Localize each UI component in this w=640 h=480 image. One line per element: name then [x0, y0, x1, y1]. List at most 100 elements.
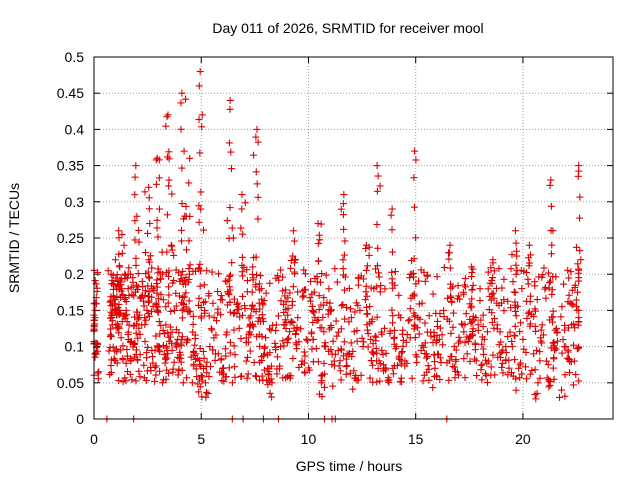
data-point: [286, 289, 294, 297]
data-point: [429, 290, 437, 298]
data-point: [319, 313, 327, 321]
data-point: [198, 111, 206, 119]
data-point: [573, 345, 581, 353]
data-point: [500, 296, 508, 304]
data-point: [225, 276, 233, 284]
data-point: [134, 334, 142, 342]
data-point: [388, 248, 396, 256]
data-point: [154, 307, 162, 315]
data-point: [195, 202, 203, 210]
data-point: [113, 359, 121, 367]
data-point: [282, 286, 290, 294]
data-point: [369, 361, 377, 369]
data-point: [203, 369, 211, 377]
data-point: [384, 374, 392, 382]
data-point: [389, 370, 397, 378]
data-point: [300, 292, 308, 300]
data-point: [156, 348, 164, 356]
data-point: [347, 314, 355, 322]
data-point: [94, 375, 102, 383]
data-point: [195, 82, 203, 90]
data-point: [478, 340, 486, 348]
data-point: [498, 284, 506, 292]
data-point: [167, 241, 175, 249]
data-point: [575, 377, 583, 385]
data-point: [182, 303, 190, 311]
data-point: [337, 205, 345, 213]
data-point: [452, 346, 460, 354]
data-point: [408, 270, 416, 278]
data-point: [327, 323, 335, 331]
data-point: [166, 323, 174, 331]
data-point: [508, 337, 516, 345]
data-point: [165, 369, 173, 377]
data-point: [421, 277, 429, 285]
data-point: [332, 317, 340, 325]
data-point: [379, 351, 387, 359]
data-point: [136, 330, 144, 338]
data-point: [550, 375, 558, 383]
data-point: [231, 373, 239, 381]
data-point: [124, 285, 132, 293]
data-point: [248, 321, 256, 329]
data-point: [163, 248, 171, 256]
data-point: [131, 191, 139, 199]
data-point: [265, 371, 273, 379]
data-point: [364, 326, 372, 334]
data-point: [226, 96, 234, 104]
data-point: [410, 203, 418, 211]
data-point: [544, 361, 552, 369]
data-point: [410, 321, 418, 329]
data-point: [217, 311, 225, 319]
data-point: [572, 243, 580, 251]
y-tick-label: 0.35: [57, 158, 84, 174]
data-point: [230, 295, 238, 303]
data-point: [547, 176, 555, 184]
data-point: [565, 291, 573, 299]
data-point: [488, 309, 496, 317]
data-point: [235, 324, 243, 332]
data-point: [381, 364, 389, 372]
y-tick-label: 0.25: [57, 230, 84, 246]
data-point: [562, 343, 570, 351]
data-point: [549, 318, 557, 326]
data-point: [561, 321, 569, 329]
data-point: [239, 272, 247, 280]
data-point: [375, 273, 383, 281]
data-point: [196, 67, 204, 75]
data-point: [438, 331, 446, 339]
data-point: [422, 354, 430, 362]
data-point: [487, 296, 495, 304]
data-point: [132, 162, 140, 170]
data-point: [447, 329, 455, 337]
data-point: [149, 353, 157, 361]
data-point: [189, 267, 197, 275]
data-point: [317, 220, 325, 228]
data-point: [252, 168, 260, 176]
data-point: [226, 298, 234, 306]
data-point: [299, 293, 307, 301]
data-point: [510, 331, 518, 339]
data-point: [170, 277, 178, 285]
data-point: [393, 362, 401, 370]
data-point: [449, 362, 457, 370]
data-point: [234, 299, 242, 307]
data-point: [256, 342, 264, 350]
data-point: [117, 346, 125, 354]
data-point: [157, 291, 165, 299]
data-point: [144, 229, 152, 237]
data-point: [144, 292, 152, 300]
data-point: [462, 310, 470, 318]
data-point: [328, 360, 336, 368]
data-point: [192, 365, 200, 373]
data-point: [214, 288, 222, 296]
data-point: [94, 268, 102, 276]
data-point: [365, 243, 373, 251]
data-point: [373, 378, 381, 386]
data-point: [576, 247, 584, 255]
data-point: [410, 174, 418, 182]
data-point: [107, 308, 115, 316]
data-point: [543, 374, 551, 382]
data-point: [433, 273, 441, 281]
data-point: [118, 231, 126, 239]
